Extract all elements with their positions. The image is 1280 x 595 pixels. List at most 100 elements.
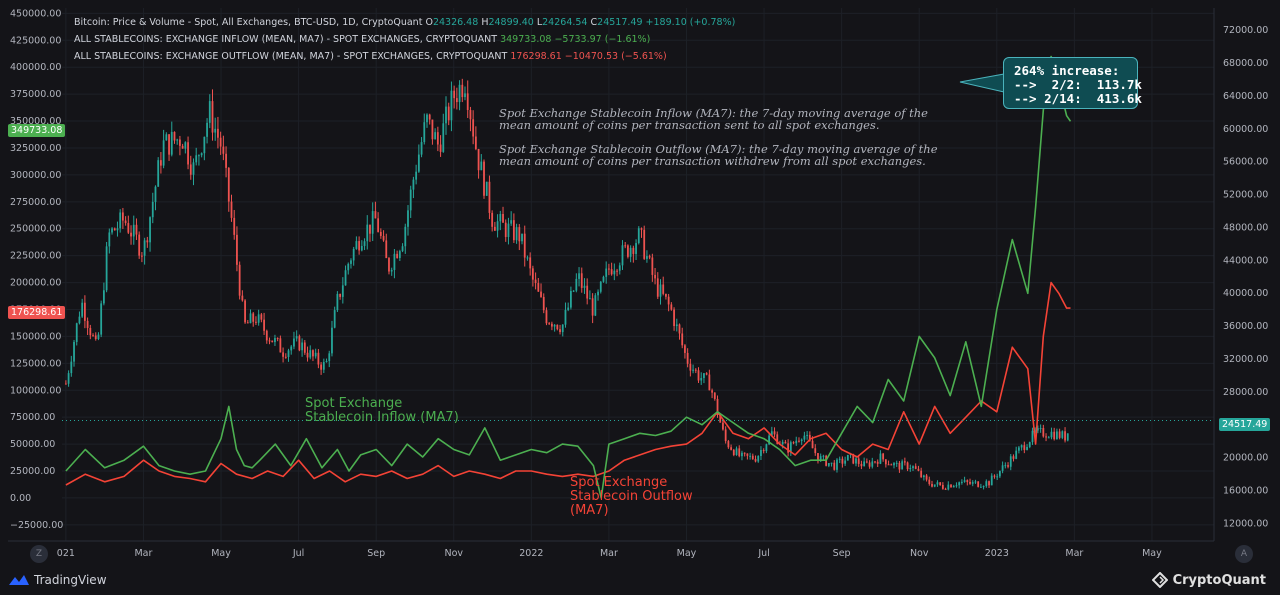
legend-btc-title: Bitcoin: Price & Volume - Spot, All Exch… (74, 17, 423, 28)
legend-outflow-change: −10470.53 (−5.61%) (564, 51, 667, 62)
btc-candle-body (542, 296, 545, 311)
btc-candle-body (540, 291, 542, 297)
btc-candle-body (979, 486, 982, 488)
btc-candle-body (105, 246, 108, 291)
btc-candle-body (417, 154, 420, 172)
left-axis-tick-label: 350000.00 (10, 116, 61, 127)
btc-candle-body (651, 257, 654, 275)
legend-close-value: 24517.49 (597, 17, 643, 28)
btc-candle-body (550, 323, 553, 327)
x-axis-tick-label: 021 (57, 548, 75, 559)
outflow-series-label: Spot Exchange Stablecoin Outflow (MA7) (570, 475, 693, 518)
btc-candle-body (529, 257, 532, 269)
btc-candle-body (293, 338, 295, 347)
btc-candle-body (377, 218, 380, 232)
btc-candle-body (257, 314, 260, 323)
btc-candle-body (176, 139, 179, 141)
btc-candle-body (423, 122, 426, 143)
btc-candle-body (1026, 446, 1028, 450)
btc-candle-body (398, 251, 401, 259)
left-axis-tick-label: 25000.00 (10, 466, 55, 477)
right-axis-tick-label: 40000.00 (1223, 288, 1268, 299)
outflow-last-badge: 176298.61 (8, 306, 66, 319)
legend-inflow-value: 349733.08 (500, 34, 552, 45)
btc-candle-body (694, 369, 697, 371)
btc-candle-body (496, 221, 499, 231)
legend-outflow-title: ALL STABLECOINS: EXCHANGE OUTFLOW (MEAN,… (74, 51, 508, 62)
btc-candle-body (515, 227, 518, 241)
btc-candle-body (1004, 465, 1007, 467)
btc-candle-body (282, 352, 284, 357)
right-axis-tick-label: 68000.00 (1223, 58, 1268, 69)
btc-candle-body (352, 248, 355, 261)
left-axis-tick-label: 125000.00 (10, 358, 61, 369)
btc-candle-body (765, 444, 768, 452)
btc-candle-body (920, 470, 923, 478)
btc-candle-body (1053, 431, 1056, 440)
btc-candle-body (241, 295, 244, 301)
btc-candle-body (757, 456, 760, 462)
x-axis[interactable]: 021 Mar May Jul Sep Nov 2022 Mar May Jul Sep Nov 202… (57, 548, 1162, 559)
btc-candle-body (390, 269, 393, 272)
btc-candle-body (640, 228, 643, 230)
btc-candle-body (950, 484, 952, 488)
btc-candle-body (246, 322, 249, 324)
x-axis-tick-label: Jul (757, 548, 769, 559)
btc-candle-body (730, 447, 732, 450)
legend-outflow-row[interactable]: ALL STABLECOINS: EXCHANGE OUTFLOW (MEAN,… (74, 48, 735, 65)
right-axis-tick-label: 60000.00 (1223, 124, 1268, 135)
scale-left-button[interactable]: Z (30, 545, 48, 563)
btc-candle-body (314, 352, 317, 357)
left-axis[interactable]: 450000.00 425000.00 400000.00 375000.00 3500… (10, 8, 63, 530)
btc-candle-body (534, 279, 537, 284)
btc-candle-body (895, 462, 898, 464)
btc-candle-body (637, 228, 640, 244)
btc-candle-body (393, 253, 396, 270)
btc-candle-body (985, 481, 988, 487)
btc-candle-body (255, 321, 257, 323)
btc-candle-body (830, 462, 833, 464)
btc-candle-body (654, 274, 656, 279)
btc-candle-body (874, 461, 876, 463)
btc-candle-body (187, 142, 189, 165)
btc-candle-body (265, 330, 268, 341)
btc-candle-body (445, 106, 447, 124)
btc-candle-body (420, 142, 423, 155)
btc-candle-body (705, 373, 708, 375)
legend-close-key: C (590, 17, 598, 28)
tradingview-brand[interactable]: TradingView (8, 573, 107, 587)
btc-candle-body (276, 338, 279, 340)
scale-right-button[interactable]: A (1235, 545, 1253, 563)
btc-candle-body (388, 258, 390, 272)
left-axis-tick-label: 200000.00 (10, 278, 61, 289)
btc-candle-body (309, 350, 312, 358)
btc-candle-body (670, 304, 673, 310)
btc-candle-body (333, 310, 336, 328)
btc-candle-body (149, 217, 151, 243)
btc-candle-body (238, 264, 241, 296)
x-axis-tick-label: Mar (600, 548, 618, 559)
legend-btc-row[interactable]: Bitcoin: Price & Volume - Spot, All Exch… (74, 14, 735, 31)
btc-candle-body (211, 101, 214, 133)
btc-candle-body (222, 146, 225, 154)
legend-high-key: H (481, 17, 489, 28)
btc-candle-body (814, 448, 817, 454)
btc-candle-body (618, 265, 621, 271)
btc-candle-body (146, 240, 149, 243)
btc-candle-body (184, 142, 187, 149)
btc-candle-body (328, 353, 331, 362)
btc-candle-body (776, 434, 779, 444)
legend-inflow-row[interactable]: ALL STABLECOINS: EXCHANGE INFLOW (MEAN, … (74, 31, 735, 48)
btc-candle-body (545, 310, 548, 324)
btc-candle-body (195, 155, 198, 163)
btc-candle-body (523, 233, 526, 258)
btc-candle-body (135, 224, 138, 235)
btc-candle-body (208, 101, 211, 123)
btc-candle-body (890, 464, 893, 466)
btc-candle-body (605, 268, 608, 277)
btc-candle-body (64, 383, 67, 385)
btc-candle-body (477, 149, 480, 171)
left-axis-tick-label: 450000.00 (10, 8, 61, 19)
btc-candle-body (1039, 428, 1042, 430)
left-axis-tick-label: 275000.00 (10, 197, 61, 208)
